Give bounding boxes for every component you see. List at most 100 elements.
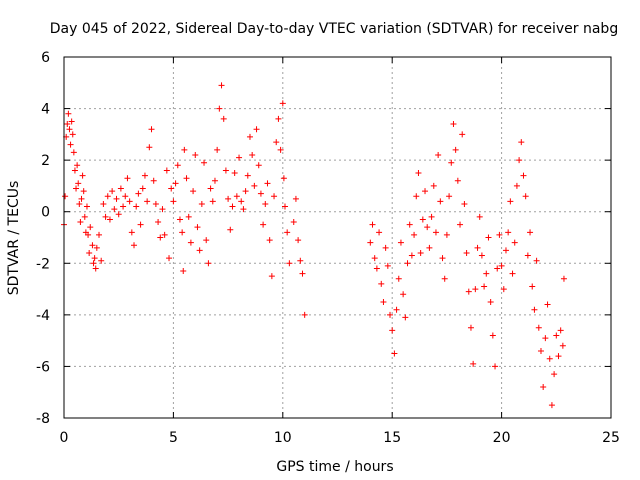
data-point bbox=[87, 224, 94, 231]
data-point bbox=[498, 262, 505, 269]
data-point bbox=[527, 229, 534, 236]
data-point bbox=[86, 249, 93, 256]
data-point bbox=[67, 141, 74, 148]
data-point bbox=[69, 131, 76, 138]
data-point bbox=[78, 195, 85, 202]
data-point bbox=[139, 185, 146, 192]
data-point bbox=[229, 203, 236, 210]
data-point bbox=[266, 237, 273, 244]
data-point bbox=[548, 402, 555, 409]
data-point bbox=[502, 247, 509, 254]
data-point bbox=[505, 229, 512, 236]
y-tick-label: -2 bbox=[36, 256, 50, 272]
data-point bbox=[415, 170, 422, 177]
data-point bbox=[74, 162, 81, 169]
data-point bbox=[299, 270, 306, 277]
data-point bbox=[96, 231, 103, 238]
data-point bbox=[152, 200, 159, 207]
data-point bbox=[133, 203, 140, 210]
data-point bbox=[557, 327, 564, 334]
data-point bbox=[522, 193, 529, 200]
data-point bbox=[476, 213, 483, 220]
data-point bbox=[437, 198, 444, 205]
data-point bbox=[511, 239, 518, 246]
x-tick-label: 5 bbox=[169, 430, 178, 446]
data-point bbox=[113, 195, 120, 202]
data-point bbox=[194, 224, 201, 231]
data-point bbox=[417, 249, 424, 256]
y-tick-label: -4 bbox=[36, 308, 50, 324]
data-point bbox=[181, 146, 188, 153]
data-point bbox=[120, 203, 127, 210]
data-point bbox=[231, 170, 238, 177]
data-point bbox=[432, 229, 439, 236]
data-point bbox=[378, 280, 385, 287]
data-point bbox=[485, 234, 492, 241]
data-point bbox=[66, 126, 73, 133]
data-point bbox=[387, 311, 394, 318]
data-point bbox=[180, 268, 187, 275]
data-point bbox=[89, 242, 96, 249]
data-point bbox=[100, 200, 107, 207]
data-point bbox=[389, 327, 396, 334]
data-point bbox=[205, 260, 212, 267]
data-point bbox=[454, 177, 461, 184]
data-point bbox=[249, 151, 256, 158]
data-point bbox=[382, 244, 389, 251]
data-point bbox=[533, 257, 540, 264]
data-point bbox=[81, 213, 88, 220]
data-point bbox=[520, 172, 527, 179]
data-point bbox=[559, 342, 566, 349]
data-point bbox=[128, 229, 135, 236]
data-point bbox=[376, 229, 383, 236]
data-point bbox=[516, 157, 523, 164]
data-point bbox=[393, 306, 400, 313]
data-point bbox=[137, 221, 144, 228]
data-point bbox=[176, 216, 183, 223]
data-point bbox=[496, 231, 503, 238]
data-point bbox=[92, 265, 99, 272]
y-tick-label: 2 bbox=[41, 153, 50, 169]
data-point bbox=[183, 175, 190, 182]
data-point bbox=[179, 229, 186, 236]
x-tick-label: 15 bbox=[383, 430, 401, 446]
data-point bbox=[413, 193, 420, 200]
data-point bbox=[79, 172, 86, 179]
data-point bbox=[494, 265, 501, 272]
data-point bbox=[198, 200, 205, 207]
data-point bbox=[301, 311, 308, 318]
y-tick-label: -6 bbox=[36, 359, 50, 375]
data-point bbox=[524, 252, 531, 259]
data-point bbox=[380, 298, 387, 305]
data-point bbox=[284, 229, 291, 236]
data-point bbox=[391, 350, 398, 357]
data-point bbox=[170, 198, 177, 205]
data-point bbox=[492, 363, 499, 370]
data-point bbox=[290, 219, 297, 226]
data-point bbox=[295, 237, 302, 244]
data-point bbox=[373, 265, 380, 272]
data-point bbox=[126, 198, 133, 205]
data-point bbox=[542, 335, 549, 342]
data-point bbox=[211, 177, 218, 184]
data-point bbox=[426, 244, 433, 251]
y-tick-label: 0 bbox=[41, 205, 50, 221]
data-point bbox=[144, 198, 151, 205]
data-point bbox=[406, 221, 413, 228]
x-tick-label: 10 bbox=[274, 430, 292, 446]
data-point bbox=[196, 247, 203, 254]
data-point bbox=[439, 255, 446, 262]
data-point bbox=[70, 149, 77, 156]
data-point bbox=[209, 198, 216, 205]
data-point bbox=[483, 270, 490, 277]
data-point bbox=[463, 249, 470, 256]
data-point bbox=[238, 198, 245, 205]
data-point bbox=[150, 177, 157, 184]
data-point bbox=[430, 182, 437, 189]
data-point bbox=[537, 347, 544, 354]
data-point bbox=[450, 121, 457, 128]
data-point bbox=[467, 324, 474, 331]
data-point bbox=[513, 182, 520, 189]
data-point bbox=[470, 360, 477, 367]
data-point bbox=[384, 262, 391, 269]
